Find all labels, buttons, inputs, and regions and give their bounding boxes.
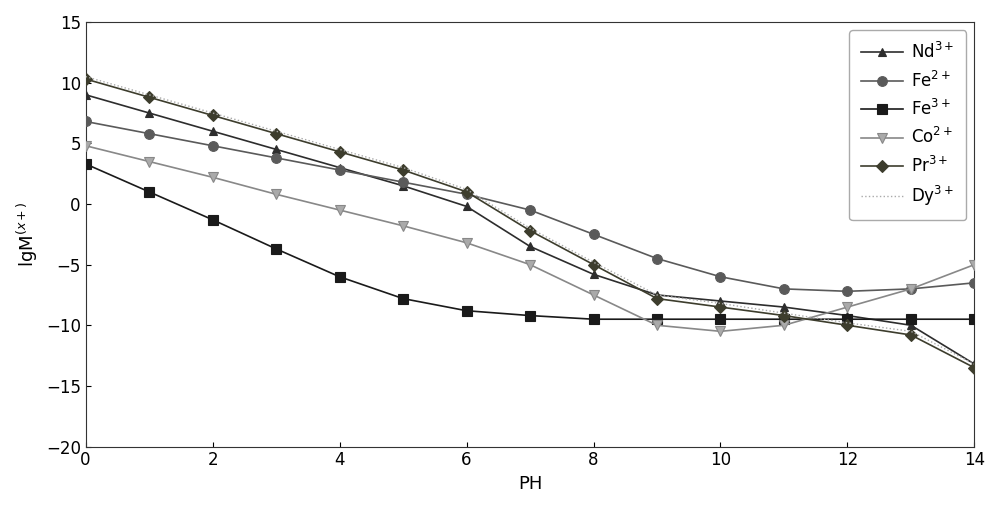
- Fe$^{3+}$: [524, 312, 536, 319]
- Co$^{2+}$: [270, 191, 282, 197]
- Pr$^{3+}$: [270, 131, 282, 137]
- Dy$^{3+}$: [651, 292, 663, 298]
- Nd$^{3+}$: [524, 243, 536, 249]
- Dy$^{3+}$: [334, 146, 346, 152]
- Fe$^{3+}$: [714, 316, 726, 322]
- Line: Fe$^{2+}$: Fe$^{2+}$: [81, 117, 979, 296]
- Dy$^{3+}$: [841, 320, 853, 326]
- Fe$^{3+}$: [588, 316, 600, 322]
- Fe$^{3+}$: [80, 161, 92, 167]
- Pr$^{3+}$: [778, 312, 790, 319]
- Nd$^{3+}$: [778, 304, 790, 310]
- Line: Dy$^{3+}$: Dy$^{3+}$: [86, 77, 974, 364]
- Fe$^{3+}$: [651, 316, 663, 322]
- Dy$^{3+}$: [905, 328, 917, 334]
- Line: Fe$^{3+}$: Fe$^{3+}$: [81, 159, 979, 324]
- Fe$^{2+}$: [588, 231, 600, 237]
- Pr$^{3+}$: [905, 332, 917, 338]
- Fe$^{2+}$: [270, 155, 282, 161]
- Nd$^{3+}$: [461, 203, 473, 209]
- Co$^{2+}$: [905, 286, 917, 292]
- Nd$^{3+}$: [80, 92, 92, 98]
- Pr$^{3+}$: [397, 167, 409, 173]
- Pr$^{3+}$: [334, 149, 346, 155]
- Fe$^{3+}$: [270, 246, 282, 252]
- Fe$^{2+}$: [778, 286, 790, 292]
- Co$^{2+}$: [524, 262, 536, 268]
- Co$^{2+}$: [714, 328, 726, 334]
- Nd$^{3+}$: [334, 165, 346, 171]
- Dy$^{3+}$: [714, 300, 726, 306]
- Co$^{2+}$: [841, 304, 853, 310]
- Fe$^{2+}$: [143, 131, 155, 137]
- Fe$^{2+}$: [80, 118, 92, 124]
- Dy$^{3+}$: [143, 92, 155, 98]
- Pr$^{3+}$: [588, 262, 600, 268]
- Fe$^{2+}$: [334, 167, 346, 173]
- Fe$^{3+}$: [397, 296, 409, 302]
- Nd$^{3+}$: [841, 312, 853, 319]
- Dy$^{3+}$: [80, 74, 92, 80]
- Co$^{2+}$: [143, 158, 155, 165]
- Pr$^{3+}$: [651, 296, 663, 302]
- Fe$^{3+}$: [461, 308, 473, 314]
- Line: Nd$^{3+}$: Nd$^{3+}$: [81, 90, 979, 368]
- Dy$^{3+}$: [524, 225, 536, 231]
- Fe$^{2+}$: [905, 286, 917, 292]
- Pr$^{3+}$: [524, 228, 536, 234]
- Co$^{2+}$: [968, 262, 980, 268]
- X-axis label: PH: PH: [518, 475, 542, 493]
- Dy$^{3+}$: [588, 259, 600, 265]
- Fe$^{2+}$: [207, 143, 219, 149]
- Fe$^{3+}$: [905, 316, 917, 322]
- Co$^{2+}$: [461, 240, 473, 246]
- Nd$^{3+}$: [905, 322, 917, 328]
- Fe$^{2+}$: [968, 280, 980, 286]
- Fe$^{3+}$: [143, 189, 155, 195]
- Fe$^{3+}$: [334, 274, 346, 280]
- Nd$^{3+}$: [207, 128, 219, 134]
- Co$^{2+}$: [207, 174, 219, 180]
- Pr$^{3+}$: [968, 365, 980, 371]
- Dy$^{3+}$: [207, 110, 219, 116]
- Nd$^{3+}$: [270, 146, 282, 152]
- Y-axis label: lgM$^{(x+)}$: lgM$^{(x+)}$: [15, 201, 40, 267]
- Dy$^{3+}$: [461, 186, 473, 193]
- Nd$^{3+}$: [651, 292, 663, 298]
- Line: Pr$^{3+}$: Pr$^{3+}$: [81, 75, 979, 372]
- Co$^{2+}$: [778, 322, 790, 328]
- Co$^{2+}$: [588, 292, 600, 298]
- Fe$^{2+}$: [461, 191, 473, 197]
- Nd$^{3+}$: [397, 183, 409, 189]
- Pr$^{3+}$: [207, 112, 219, 118]
- Pr$^{3+}$: [143, 94, 155, 100]
- Fe$^{3+}$: [841, 316, 853, 322]
- Co$^{2+}$: [334, 207, 346, 213]
- Fe$^{2+}$: [714, 274, 726, 280]
- Fe$^{3+}$: [968, 316, 980, 322]
- Pr$^{3+}$: [80, 76, 92, 82]
- Legend: Nd$^{3+}$, Fe$^{2+}$, Fe$^{3+}$, Co$^{2+}$, Pr$^{3+}$, Dy$^{3+}$: Nd$^{3+}$, Fe$^{2+}$, Fe$^{3+}$, Co$^{2+…: [849, 30, 966, 220]
- Pr$^{3+}$: [714, 304, 726, 310]
- Co$^{2+}$: [80, 143, 92, 149]
- Fe$^{2+}$: [841, 288, 853, 294]
- Fe$^{3+}$: [207, 217, 219, 223]
- Co$^{2+}$: [651, 322, 663, 328]
- Co$^{2+}$: [397, 223, 409, 229]
- Nd$^{3+}$: [714, 298, 726, 304]
- Dy$^{3+}$: [968, 361, 980, 367]
- Nd$^{3+}$: [968, 361, 980, 367]
- Fe$^{2+}$: [651, 256, 663, 262]
- Line: Co$^{2+}$: Co$^{2+}$: [81, 141, 979, 336]
- Pr$^{3+}$: [461, 189, 473, 195]
- Fe$^{2+}$: [397, 179, 409, 185]
- Fe$^{2+}$: [524, 207, 536, 213]
- Dy$^{3+}$: [778, 310, 790, 316]
- Dy$^{3+}$: [270, 128, 282, 134]
- Pr$^{3+}$: [841, 322, 853, 328]
- Nd$^{3+}$: [143, 110, 155, 116]
- Fe$^{3+}$: [778, 316, 790, 322]
- Nd$^{3+}$: [588, 271, 600, 277]
- Dy$^{3+}$: [397, 165, 409, 171]
